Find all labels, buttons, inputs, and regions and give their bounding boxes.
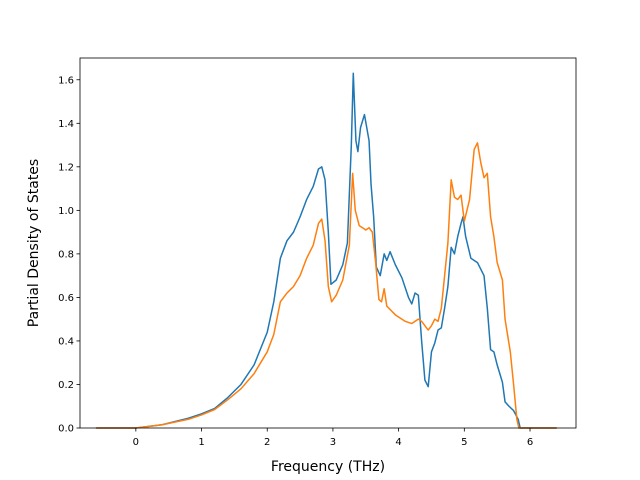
x-tick-label: 5 (461, 437, 467, 448)
x-tick-label: 4 (395, 437, 401, 448)
y-tick-label: 1.4 (58, 119, 74, 130)
y-tick-label: 1.0 (58, 206, 74, 217)
y-axis-title: Partial Density of States (26, 159, 42, 327)
plot-frame (79, 57, 577, 429)
y-tick-label: 0.8 (58, 249, 74, 260)
x-tick-label: 3 (330, 437, 336, 448)
series-layer (95, 72, 558, 429)
y-tick-label: 0.0 (58, 424, 74, 435)
y-tick-label: 0.2 (58, 380, 74, 391)
x-tick-label: 0 (133, 437, 139, 448)
y-tick-label: 1.2 (58, 162, 74, 173)
x-tick-label: 1 (198, 437, 204, 448)
y-tick-label: 0.4 (58, 336, 74, 347)
x-axis-ticks: 0 1 2 3 4 5 6 (133, 428, 533, 448)
plot-area-background (80, 58, 576, 428)
x-axis-title: Frequency (THz) (271, 459, 385, 475)
y-tick-label: 1.6 (58, 75, 74, 86)
x-tick-label: 6 (527, 437, 533, 448)
x-tick-label: 2 (264, 437, 270, 448)
y-tick-label: 0.6 (58, 293, 74, 304)
y-axis-ticks: 0.0 0.2 0.4 0.6 0.8 1.0 1.2 1.4 1.6 (58, 75, 80, 435)
series-line-2 (95, 142, 558, 429)
series-line-1 (95, 72, 558, 429)
